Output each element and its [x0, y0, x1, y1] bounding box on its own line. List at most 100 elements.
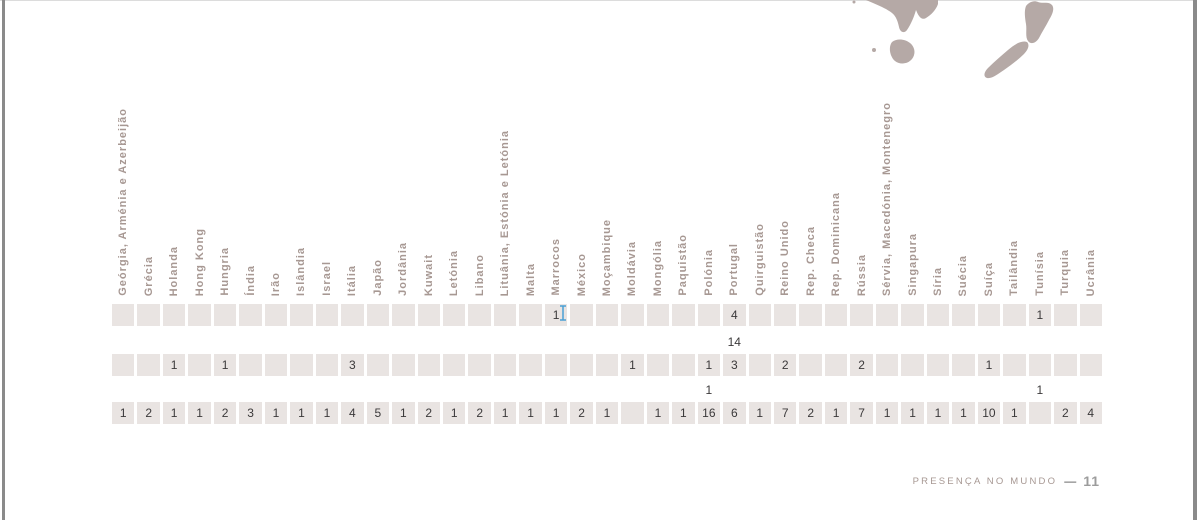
- value-cell: [952, 304, 975, 326]
- column-header-label: Mongólia: [651, 239, 664, 296]
- value-label: [570, 334, 592, 350]
- value-cell: [137, 354, 160, 376]
- value-cell: [977, 304, 1001, 326]
- value-label: [850, 382, 872, 398]
- value-cell: [366, 304, 390, 326]
- value-label: [519, 382, 541, 398]
- value-cell: [1079, 304, 1102, 326]
- value-cell: 1: [672, 402, 695, 424]
- value-cell: 1: [621, 354, 644, 376]
- value-cell: [773, 304, 797, 326]
- value-label: [901, 334, 923, 350]
- value-cell: [748, 304, 771, 326]
- column-header: Quirguistão: [749, 84, 771, 296]
- value-cell: [341, 304, 364, 326]
- column-header-label: Turquia: [1059, 249, 1072, 296]
- column-header: Israel: [316, 84, 338, 296]
- value-cell: [901, 354, 924, 376]
- value-label: [825, 334, 847, 350]
- value-label: [749, 334, 771, 350]
- column-header-label: Lituânia, Estónia e Letónia: [499, 129, 512, 296]
- value-label: [443, 334, 465, 350]
- value-label: [825, 382, 847, 398]
- value-cell: [570, 304, 593, 326]
- value-cell: 1: [824, 402, 848, 424]
- value-cell: [1054, 354, 1077, 376]
- value-label: [418, 334, 440, 350]
- value-cell: [188, 354, 211, 376]
- value-label: [978, 334, 1000, 350]
- value-label: [1003, 334, 1025, 350]
- column-header: Geórgia, Arménia e Azerbeijão: [112, 84, 134, 296]
- value-cell: [112, 354, 135, 376]
- value-label: [265, 382, 287, 398]
- value-cell: 1: [977, 354, 1001, 376]
- column-header-label: Polónia: [702, 249, 715, 296]
- value-label: [392, 382, 414, 398]
- column-header: Paquistão: [672, 84, 694, 296]
- value-cell: 3: [723, 354, 746, 376]
- value-label: [927, 382, 949, 398]
- table-row: 1 2 1 1 2 3 1 1 1 4 5 1 2 1 2 1 1 1 2 1 1 1 16 6 1 7 2 1 7 1 1 1 1 10 1 2 4: [112, 402, 1102, 424]
- value-label: [163, 382, 185, 398]
- value-label: [799, 382, 821, 398]
- column-header: Kuwait: [418, 84, 440, 296]
- value-cell: 1: [875, 402, 899, 424]
- value-cell: [493, 354, 517, 376]
- value-label: [850, 334, 872, 350]
- value-cell: 2: [468, 402, 491, 424]
- world-map-fragment-icon: [852, 0, 1054, 79]
- value-label: [468, 334, 490, 350]
- value-label: [952, 334, 974, 350]
- value-label: [163, 334, 185, 350]
- column-header-label: Grécia: [142, 255, 155, 296]
- value-cell: [1003, 304, 1026, 326]
- value-label: [876, 334, 898, 350]
- column-header: Rússia: [850, 84, 872, 296]
- value-label: [1054, 334, 1076, 350]
- column-header-label: Itália: [346, 264, 359, 296]
- value-cell: 1: [264, 402, 288, 424]
- table-label-row: 14: [112, 334, 1102, 350]
- value-label: [214, 334, 236, 350]
- value-cell: 3: [239, 402, 262, 424]
- column-header-label: Hungria: [219, 247, 232, 296]
- value-label: [519, 334, 541, 350]
- value-cell: 1: [442, 402, 466, 424]
- value-cell: 3: [341, 354, 364, 376]
- value-cell: [926, 354, 950, 376]
- column-header-label: Letónia: [448, 249, 461, 296]
- value-cell: [468, 304, 491, 326]
- footer-separator: —: [1064, 474, 1077, 488]
- column-header-label: Hong Kong: [193, 227, 206, 296]
- value-label: [952, 382, 974, 398]
- column-header-label: Síria: [931, 267, 944, 296]
- column-header: Síria: [927, 84, 949, 296]
- value-label: [596, 382, 618, 398]
- value-cell: 1: [646, 402, 670, 424]
- value-cell: [875, 304, 899, 326]
- value-cell: 1: [112, 402, 135, 424]
- column-header-label: Marrocos: [550, 238, 563, 296]
- value-label: [1003, 382, 1025, 398]
- value-cell: 2: [850, 354, 873, 376]
- value-label: [545, 382, 567, 398]
- column-header: Turquia: [1054, 84, 1076, 296]
- value-label: [188, 334, 210, 350]
- value-cell: [442, 304, 466, 326]
- value-cell: [519, 304, 542, 326]
- column-header-label: Irão: [269, 271, 282, 296]
- value-label: [316, 382, 338, 398]
- value-cell: [264, 304, 288, 326]
- column-header: Sérvia, Macedónia, Montenegro: [876, 84, 898, 296]
- value-cell: [748, 354, 771, 376]
- value-cell: [595, 304, 619, 326]
- value-label: [265, 334, 287, 350]
- column-header: Irão: [265, 84, 287, 296]
- value-cell: [850, 304, 873, 326]
- value-cell: [697, 304, 721, 326]
- value-label: [290, 334, 312, 350]
